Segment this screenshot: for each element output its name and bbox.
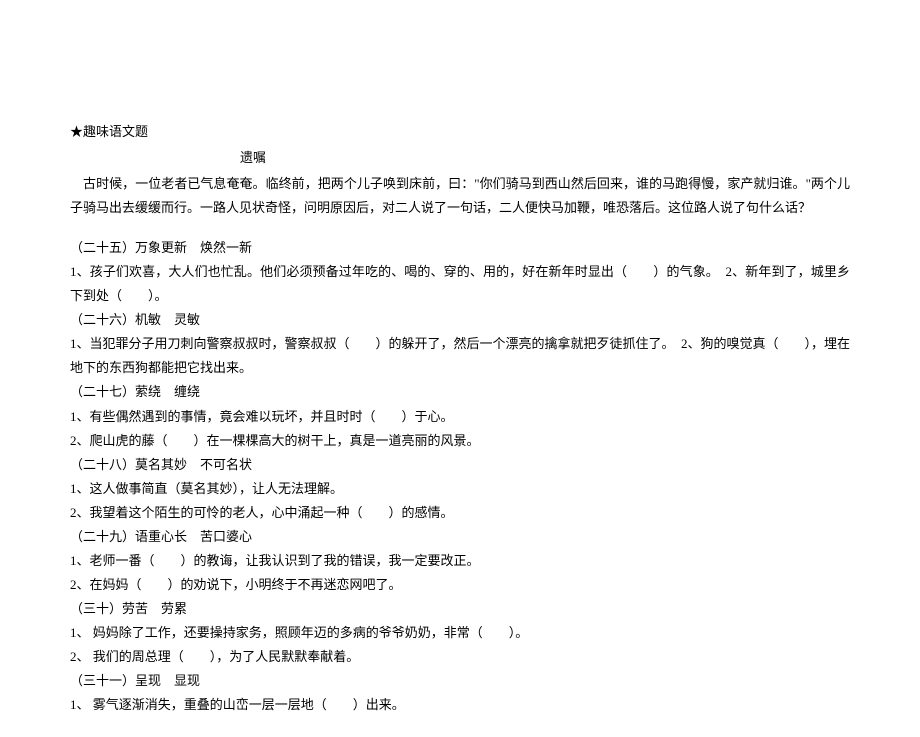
section-line: 2、爬山虎的藤（ ）在一棵棵高大的树干上，真是一道亮丽的风景。 (70, 429, 850, 453)
section-heading: （二十九）语重心长 苦口婆心 (70, 525, 850, 549)
section-30: （三十）劳苦 劳累 1、 妈妈除了工作，还要操持家务，照顾年迈的多病的爷爷奶奶，… (70, 597, 850, 669)
section-28: （二十八）莫名其妙 不可名状 1、这人做事简直（莫名其妙），让人无法理解。 2、… (70, 453, 850, 525)
section-31: （三十一）呈现 显现 1、 雾气逐渐消失，重叠的山峦一层一层地（ ）出来。 (70, 669, 850, 717)
section-25: （二十五）万象更新 焕然一新 1、孩子们欢喜，大人们也忙乱。他们必须预备过年吃的… (70, 236, 850, 308)
section-line: 2、我望着这个陌生的可怜的老人，心中涌起一种（ ）的感情。 (70, 501, 850, 525)
section-line: 1、老师一番（ ）的教诲，让我认识到了我的错误，我一定要改正。 (70, 549, 850, 573)
section-27: （二十七）萦绕 缠绕 1、有些偶然遇到的事情，竟会难以玩坏，并且时时（ ）于心。… (70, 380, 850, 452)
section-line: 1、孩子们欢喜，大人们也忙乱。他们必须预备过年吃的、喝的、穿的、用的，好在新年时… (70, 260, 850, 308)
intro-paragraph: 古时候，一位老者已气息奄奄。临终前，把两个儿子唤到床前，曰："你们骑马到西山然后… (70, 172, 850, 220)
doc-subtitle: 遗嘱 (70, 146, 850, 170)
section-line: 1、当犯罪分子用刀刺向警察叔叔时，警察叔叔（ ）的躲开了，然后一个漂亮的擒拿就把… (70, 332, 850, 380)
subtitle-text: 遗嘱 (240, 150, 266, 165)
section-line: 1、 妈妈除了工作，还要操持家务，照顾年迈的多病的爷爷奶奶，非常（ ）。 (70, 621, 850, 645)
section-29: （二十九）语重心长 苦口婆心 1、老师一番（ ）的教诲，让我认识到了我的错误，我… (70, 525, 850, 597)
section-line: 1、这人做事简直（莫名其妙），让人无法理解。 (70, 477, 850, 501)
section-line: 2、在妈妈（ ）的劝说下，小明终于不再迷恋网吧了。 (70, 573, 850, 597)
section-heading: （二十七）萦绕 缠绕 (70, 380, 850, 404)
section-heading: （三十）劳苦 劳累 (70, 597, 850, 621)
section-heading: （二十八）莫名其妙 不可名状 (70, 453, 850, 477)
section-heading: （二十六）机敏 灵敏 (70, 308, 850, 332)
doc-title: ★趣味语文题 (70, 120, 850, 144)
section-gap (70, 220, 850, 236)
document-page: ★趣味语文题 遗嘱 古时候，一位老者已气息奄奄。临终前，把两个儿子唤到床前，曰：… (0, 0, 920, 737)
section-26: （二十六）机敏 灵敏 1、当犯罪分子用刀刺向警察叔叔时，警察叔叔（ ）的躲开了，… (70, 308, 850, 380)
section-line: 1、 雾气逐渐消失，重叠的山峦一层一层地（ ）出来。 (70, 693, 850, 717)
section-line: 1、有些偶然遇到的事情，竟会难以玩坏，并且时时（ ）于心。 (70, 405, 850, 429)
section-heading: （三十一）呈现 显现 (70, 669, 850, 693)
intro-text: 古时候，一位老者已气息奄奄。临终前，把两个儿子唤到床前，曰："你们骑马到西山然后… (70, 176, 850, 215)
section-line: 2、 我们的周总理（ ），为了人民默默奉献着。 (70, 645, 850, 669)
section-heading: （二十五）万象更新 焕然一新 (70, 236, 850, 260)
